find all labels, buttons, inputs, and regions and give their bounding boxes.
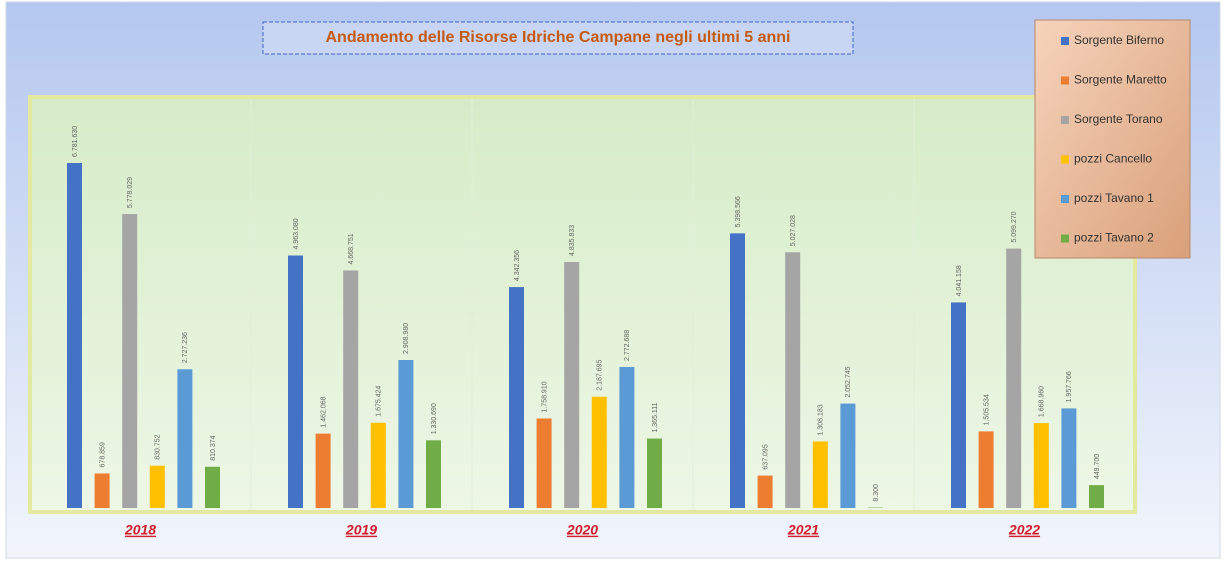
value-label: 2.908.980 — [403, 323, 410, 354]
bar — [288, 255, 303, 508]
value-label: 4.835.833 — [569, 225, 576, 256]
legend-label: pozzi Tavano 2 — [1074, 231, 1154, 245]
bar — [1061, 408, 1077, 508]
legend-swatch — [1061, 37, 1069, 45]
value-label: 2.187.695 — [597, 359, 604, 390]
value-label: 4.963.080 — [293, 218, 300, 249]
bar — [757, 475, 773, 508]
value-label: 1.758.910 — [541, 381, 548, 412]
value-label: 830.752 — [155, 434, 162, 459]
value-label: 2.052.745 — [845, 366, 852, 397]
bar — [536, 418, 552, 508]
value-label: 2.727.236 — [182, 332, 189, 363]
legend-box — [1034, 19, 1191, 259]
value-label: 2.772.688 — [624, 330, 631, 361]
bar — [812, 441, 828, 508]
bar — [1089, 485, 1104, 508]
value-label: 4.041.158 — [956, 265, 963, 296]
bar — [564, 261, 580, 508]
legend-swatch — [1061, 155, 1069, 164]
bar — [94, 473, 110, 508]
bar — [647, 438, 662, 508]
bar — [67, 163, 82, 508]
title-box — [262, 21, 854, 55]
bar — [205, 466, 220, 508]
value-label: 4.342.356 — [514, 250, 521, 281]
value-label: 1.505.534 — [983, 394, 990, 425]
value-label: 449.700 — [1094, 454, 1101, 479]
value-label: 5.099.270 — [1011, 211, 1018, 242]
bar — [370, 422, 386, 508]
legend-label: Sorgente Torano — [1074, 112, 1163, 126]
chart-title: Andamento delle Risorse Idriche Campane … — [326, 29, 791, 46]
plot-area — [28, 95, 1137, 514]
value-label: 810.374 — [210, 435, 217, 460]
legend-label: pozzi Tavano 1 — [1074, 191, 1154, 205]
value-label: 4.668.751 — [348, 233, 355, 264]
value-label: 678.859 — [99, 442, 106, 467]
value-label: 5.778.029 — [127, 177, 134, 208]
x-tick-label: 2019 — [345, 522, 377, 538]
bar — [951, 302, 966, 508]
bar — [398, 360, 414, 508]
legend-swatch — [1061, 234, 1069, 243]
x-tick-label: 2018 — [124, 522, 156, 538]
bar — [315, 433, 331, 508]
value-label: 1.462.068 — [320, 396, 327, 427]
value-label: 1.668.960 — [1039, 386, 1046, 417]
bar — [426, 440, 441, 508]
value-label: 6.781.630 — [72, 126, 79, 157]
value-label: 1.675.424 — [376, 386, 383, 417]
x-tick-label: 2020 — [566, 522, 598, 538]
bar — [343, 270, 359, 508]
bar — [177, 369, 193, 508]
bar — [619, 366, 635, 508]
value-label: 1.957.766 — [1066, 371, 1073, 402]
bar — [122, 214, 138, 509]
bar — [149, 465, 165, 508]
x-tick-label: 2021 — [787, 522, 819, 538]
x-tick-label: 2022 — [1008, 522, 1040, 538]
value-label: 8.300 — [873, 484, 880, 502]
legend-label: Sorgente Biferno — [1074, 33, 1164, 47]
legend-label: pozzi Cancello — [1074, 152, 1152, 166]
bar — [730, 233, 745, 508]
legend-swatch — [1061, 116, 1069, 124]
bar — [978, 431, 994, 508]
bar — [509, 287, 524, 508]
value-label: 5.398.566 — [735, 196, 742, 227]
bar — [591, 396, 607, 508]
value-label: 1.330.690 — [431, 403, 438, 434]
value-label: 1.308.183 — [818, 404, 825, 435]
legend-swatch — [1061, 76, 1069, 85]
bar — [785, 252, 801, 508]
value-label: 637.095 — [762, 444, 769, 469]
value-label: 5.027.028 — [790, 215, 797, 246]
legend-label: Sorgente Maretto — [1074, 73, 1167, 87]
value-label: 1.365.111 — [652, 402, 659, 432]
bar — [840, 403, 856, 508]
bar — [1033, 423, 1049, 508]
bar — [1006, 248, 1022, 508]
legend-swatch — [1061, 195, 1069, 203]
